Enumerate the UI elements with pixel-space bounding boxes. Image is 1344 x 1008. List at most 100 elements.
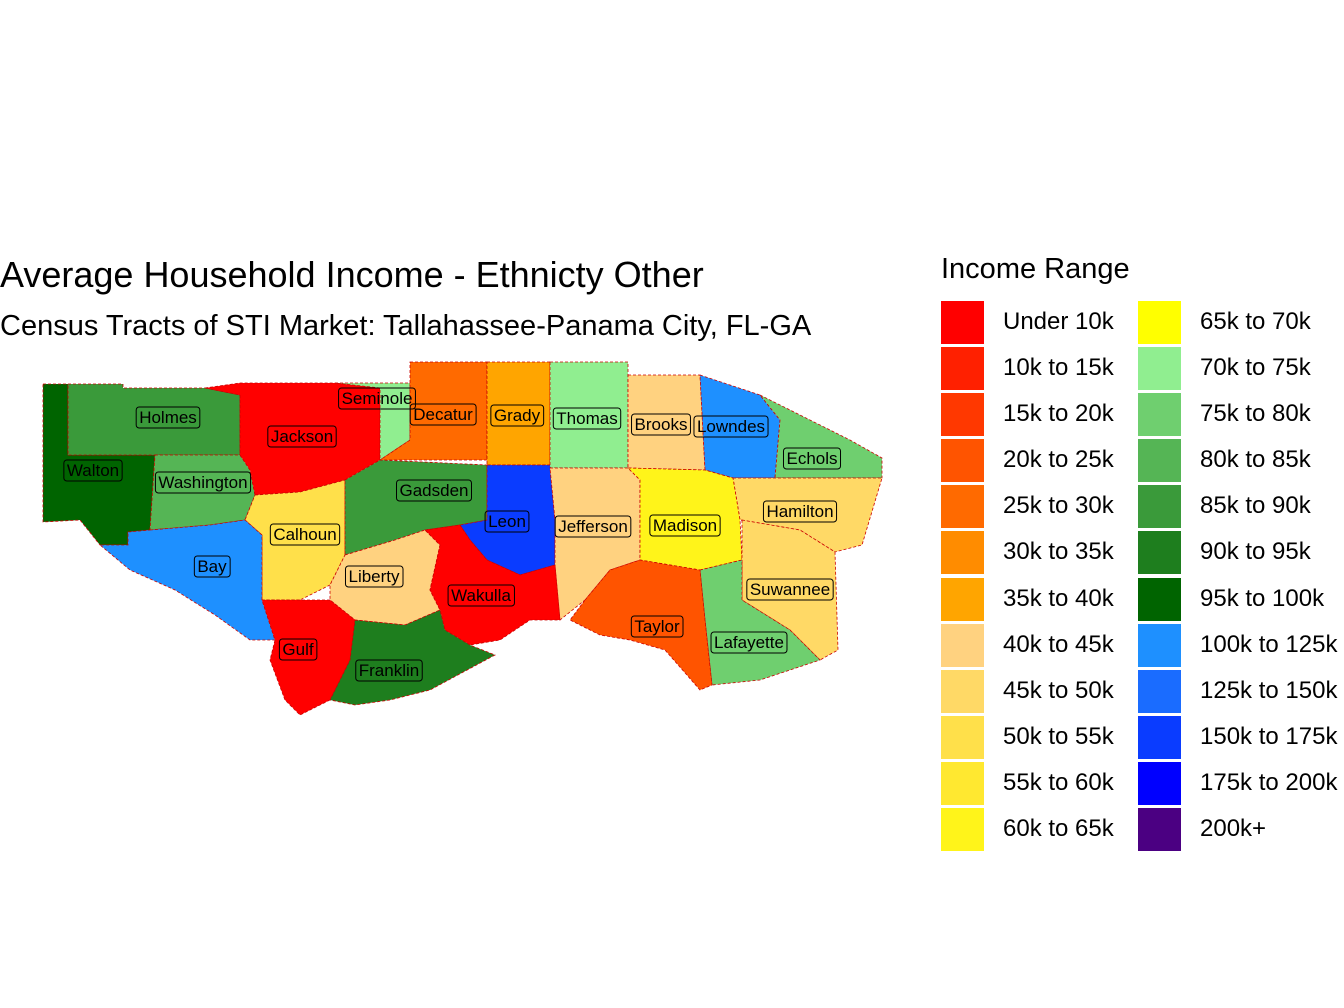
county-label-text: Lowndes xyxy=(697,417,765,436)
legend-label: 65k to 70k xyxy=(1200,308,1311,335)
county-label-text: Washington xyxy=(158,473,247,492)
legend-swatch xyxy=(941,531,984,575)
legend-label: 75k to 80k xyxy=(1200,400,1311,428)
county-label-box xyxy=(630,615,684,638)
map-subtitle: Census Tracts of STI Market: Tallahassee… xyxy=(0,310,812,342)
legend-column-left: Under 10k 10k to 15k 15k to 20k 20k to 25k 2… xyxy=(941,300,1131,853)
county-label-box xyxy=(552,407,622,430)
legend-swatch xyxy=(1138,623,1181,667)
legend-label: 125k to 150k xyxy=(1200,676,1338,704)
county-label-text: Liberty xyxy=(348,567,400,586)
county-label-box xyxy=(762,500,838,523)
legend-item: 55k to 60k xyxy=(941,761,1131,807)
legend-title: Income Range xyxy=(941,253,1130,285)
county-label-box xyxy=(693,415,769,438)
county-label-text: Gadsden xyxy=(400,481,469,500)
legend-swatch xyxy=(1138,485,1181,529)
legend-item: 35k to 40k xyxy=(941,577,1131,623)
legend-label: 25k to 30k xyxy=(1003,492,1114,520)
county-label-box xyxy=(338,387,416,410)
county-label-text: Bay xyxy=(197,557,227,576)
legend-item: 50k to 55k xyxy=(941,715,1131,761)
county-label-box xyxy=(63,459,123,482)
county-label-box xyxy=(710,631,788,654)
legend-swatch xyxy=(941,715,984,759)
legend-label: 45k to 50k xyxy=(1003,676,1114,704)
legend-swatch xyxy=(1138,715,1181,759)
county-label-box xyxy=(447,584,515,607)
county-label-franklin: Franklin xyxy=(355,659,423,682)
county-taylor-shape xyxy=(569,559,713,691)
county-lowndes-shape xyxy=(699,374,781,479)
legend-label: 60k to 65k xyxy=(1003,815,1114,843)
legend-item: 15k to 20k xyxy=(941,392,1131,438)
legend-item: 85k to 90k xyxy=(1138,484,1344,530)
county-label-box xyxy=(490,404,545,427)
legend-swatch xyxy=(941,577,984,621)
county-label-brooks: Brooks xyxy=(631,413,691,436)
legend-swatch xyxy=(1138,347,1181,391)
legend-swatch xyxy=(941,808,984,852)
county-label-text: Decatur xyxy=(413,405,473,424)
county-label-text: Madison xyxy=(653,516,717,535)
county-decatur-shape xyxy=(378,361,488,461)
legend-label: 35k to 40k xyxy=(1003,584,1114,612)
county-label-text: Wakulla xyxy=(451,586,511,605)
county-shapes xyxy=(42,361,883,716)
legend-swatch xyxy=(1138,761,1181,805)
county-label-text: Lafayette xyxy=(714,633,784,652)
legend-item: 125k to 150k xyxy=(1138,669,1344,715)
legend-item: 100k to 125k xyxy=(1138,623,1344,669)
county-label-holmes: Holmes xyxy=(135,406,201,429)
legend-item: 20k to 25k xyxy=(941,438,1131,484)
legend-item: 60k to 65k xyxy=(941,807,1131,853)
county-label-box xyxy=(396,479,472,502)
county-calhoun-shape xyxy=(244,479,346,601)
legend-label: 55k to 60k xyxy=(1003,768,1114,796)
county-label-suwannee: Suwannee xyxy=(746,578,834,601)
county-label-box xyxy=(193,555,231,578)
county-label-hamilton: Hamilton xyxy=(762,500,838,523)
county-label-text: Holmes xyxy=(139,408,197,427)
legend-swatch xyxy=(941,439,984,483)
county-suwannee-shape xyxy=(741,519,839,661)
legend-swatch xyxy=(941,485,984,529)
county-label-echols: Echols xyxy=(782,447,842,470)
county-label-box xyxy=(267,425,337,448)
legend-label: 30k to 35k xyxy=(1003,538,1114,566)
county-label-decatur: Decatur xyxy=(409,403,477,426)
legend-label: 150k to 175k xyxy=(1200,722,1338,750)
county-label-calhoun: Calhoun xyxy=(269,523,341,546)
county-label-gulf: Gulf xyxy=(278,638,318,661)
legend-label: 40k to 45k xyxy=(1003,630,1114,658)
county-label-text: Grady xyxy=(494,406,541,425)
county-label-box xyxy=(649,514,721,537)
legend-label: 95k to 100k xyxy=(1200,584,1325,612)
county-label-washington: Washington xyxy=(154,471,252,494)
county-label-leon: Leon xyxy=(484,510,530,533)
legend-swatch xyxy=(1138,531,1181,575)
county-label-text: Jefferson xyxy=(558,517,628,536)
legend-item: 10k to 15k xyxy=(941,346,1131,392)
legend-item: 40k to 45k xyxy=(941,623,1131,669)
county-label-text: Walton xyxy=(67,461,119,480)
county-label-text: Hamilton xyxy=(766,502,833,521)
county-label-box xyxy=(344,565,404,588)
legend-label: 100k to 125k xyxy=(1200,630,1338,658)
county-label-jackson: Jackson xyxy=(267,425,337,448)
county-label-box xyxy=(554,515,632,538)
county-label-text: Gulf xyxy=(282,640,313,659)
legend-swatch xyxy=(941,393,984,437)
legend-item: 90k to 95k xyxy=(1138,530,1344,576)
legend-label: 20k to 25k xyxy=(1003,446,1114,474)
county-label-liberty: Liberty xyxy=(344,565,404,588)
county-label-box xyxy=(154,471,252,494)
legend-item: 65k to 70k xyxy=(1138,300,1344,346)
legend-swatch xyxy=(941,347,984,391)
county-label-wakulla: Wakulla xyxy=(447,584,515,607)
legend-item: Under 10k xyxy=(941,300,1131,346)
county-label-jefferson: Jefferson xyxy=(554,515,632,538)
county-label-text: Echols xyxy=(786,449,837,468)
legend-swatch xyxy=(941,301,984,344)
